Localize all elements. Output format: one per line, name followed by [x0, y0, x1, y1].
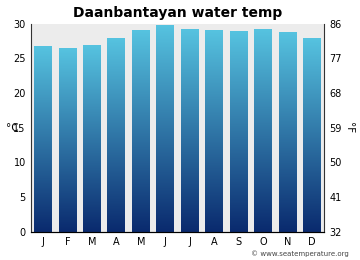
Y-axis label: °F: °F — [345, 122, 355, 133]
Text: © www.seatemperature.org: © www.seatemperature.org — [251, 250, 349, 257]
Title: Daanbantayan water temp: Daanbantayan water temp — [73, 5, 282, 19]
Y-axis label: °C: °C — [5, 123, 18, 133]
